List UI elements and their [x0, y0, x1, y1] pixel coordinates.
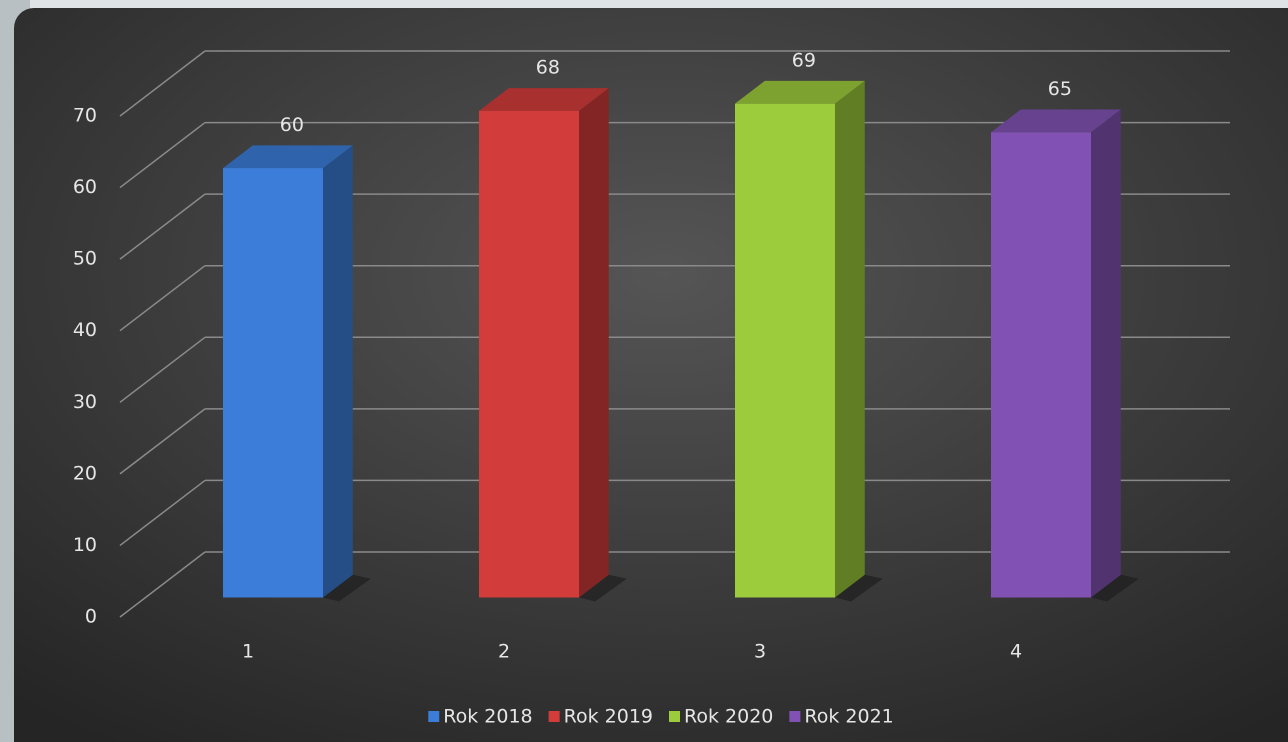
y-tick-label: 70	[73, 105, 97, 127]
grid-line	[119, 551, 206, 618]
bar-shadow	[1091, 574, 1139, 602]
y-tick-label: 60	[73, 176, 97, 198]
grid-line	[119, 408, 206, 475]
bar-top	[479, 88, 609, 111]
grid-line	[119, 336, 206, 403]
y-tick-label: 0	[85, 606, 97, 628]
bar-top	[991, 109, 1121, 133]
bar-top	[735, 80, 865, 104]
y-tick-label: 30	[73, 391, 97, 413]
legend-label: Rok 2021	[804, 706, 893, 728]
x-tick-label: 2	[498, 641, 510, 663]
legend-swatch	[789, 711, 801, 722]
data-label: 69	[792, 49, 816, 71]
bar-side	[835, 80, 865, 598]
y-tick-label: 40	[73, 319, 97, 341]
data-label: 68	[536, 57, 560, 79]
x-tick-label: 1	[242, 641, 254, 663]
grid-line	[119, 50, 206, 117]
bar-shadow	[835, 574, 883, 602]
bar	[223, 168, 323, 598]
y-tick-label: 20	[73, 462, 97, 484]
legend-swatch	[548, 711, 560, 722]
bar	[991, 132, 1091, 598]
x-tick-label: 4	[1010, 641, 1022, 663]
legend-swatch	[669, 711, 680, 722]
data-label: 60	[280, 114, 304, 136]
bar-shadow	[323, 574, 371, 602]
grid-line	[119, 121, 206, 189]
legend-label: Rok 2020	[684, 706, 773, 728]
bar-side	[323, 145, 353, 598]
bar	[735, 103, 835, 598]
legend-label: Rok 2019	[564, 706, 653, 728]
data-label: 65	[1048, 78, 1072, 100]
grid-line	[119, 193, 206, 260]
bar	[479, 110, 579, 598]
legend-label: Rok 2018	[443, 706, 532, 728]
grid-line	[119, 265, 206, 332]
bar-shadow	[579, 574, 627, 602]
grid-line	[119, 479, 206, 547]
legend-swatch	[428, 711, 440, 722]
y-tick-label: 10	[73, 534, 97, 556]
x-tick-label: 3	[754, 641, 766, 663]
bar-side	[1091, 109, 1121, 598]
bar-side	[579, 88, 609, 598]
bar-top	[223, 145, 353, 169]
y-tick-label: 50	[73, 248, 97, 270]
